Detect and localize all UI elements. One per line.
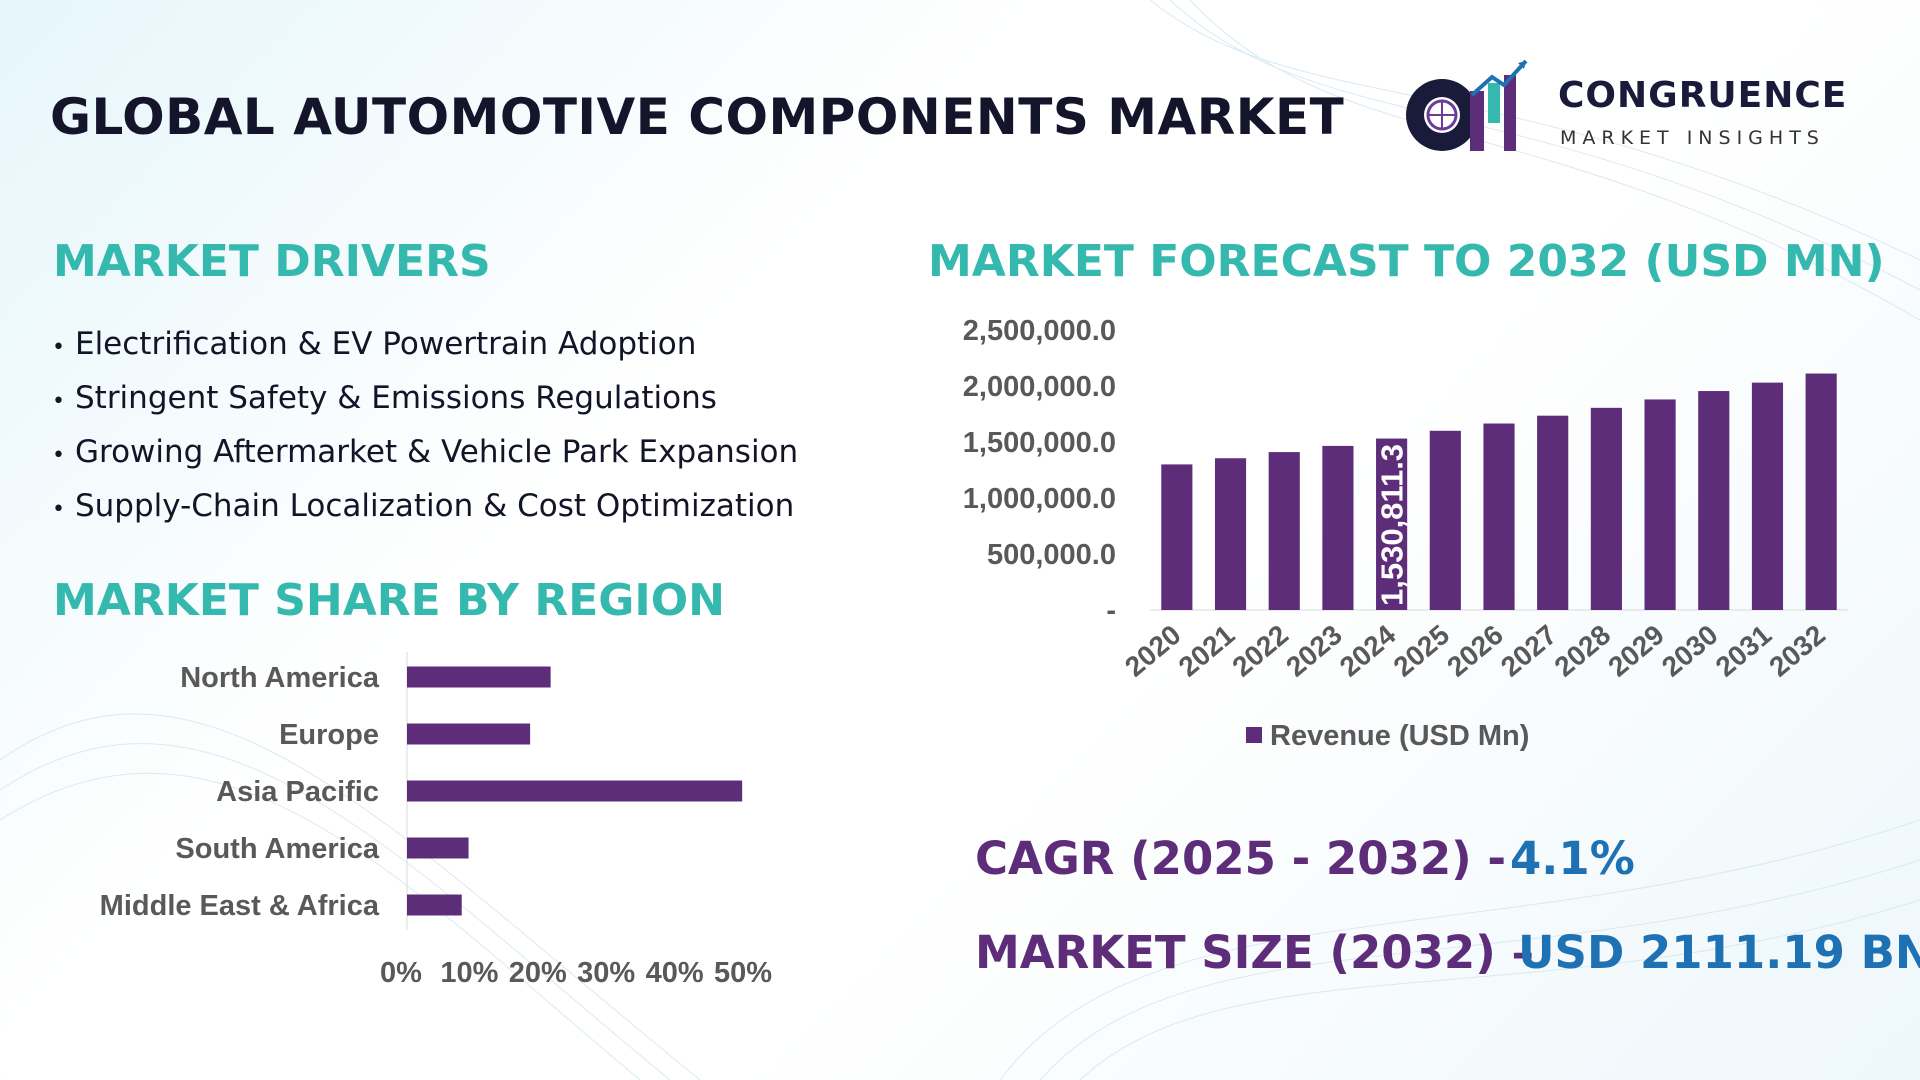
- region-x-tick-label: 30%: [577, 957, 635, 989]
- market-size-value: USD 2111.19 BN: [1518, 926, 1920, 979]
- driver-item: Stringent Safety & Emissions Regulations: [52, 376, 798, 430]
- region-bar: [407, 837, 469, 859]
- region-x-tick-label: 40%: [646, 957, 704, 989]
- drivers-list: Electrification & EV Powertrain Adoption…: [52, 322, 798, 538]
- forecast-bar: [1429, 430, 1461, 610]
- region-category-label: North America: [180, 662, 380, 694]
- region-bar: [407, 780, 743, 802]
- forecast-bar: [1644, 399, 1676, 610]
- page-title: GLOBAL AUTOMOTIVE COMPONENTS MARKET: [50, 88, 1345, 146]
- region-heading: MARKET SHARE BY REGION: [53, 575, 725, 626]
- region-x-tick-label: 50%: [714, 957, 772, 989]
- region-category-label: Asia Pacific: [216, 776, 379, 808]
- legend-swatch: [1246, 727, 1262, 743]
- brand-logo: CONGRUENCE MARKET INSIGHTS: [1400, 55, 1870, 160]
- forecast-bar: [1483, 423, 1515, 610]
- forecast-bar: [1322, 445, 1354, 610]
- forecast-x-tick-label: 2027: [1495, 619, 1563, 683]
- cagr-label: CAGR (2025 - 2032) -: [975, 832, 1507, 885]
- forecast-bar: [1698, 391, 1730, 610]
- forecast-heading: MARKET FORECAST TO 2032 (USD MN): [928, 236, 1885, 287]
- region-x-tick-label: 0%: [380, 957, 422, 989]
- forecast-bar: [1214, 458, 1247, 610]
- forecast-y-tick-label: 2,500,000.0: [963, 315, 1116, 347]
- forecast-bar: [1161, 464, 1193, 610]
- drivers-heading: MARKET DRIVERS: [53, 236, 491, 287]
- forecast-x-tick-label: 2031: [1710, 619, 1778, 683]
- forecast-x-tick-label: 2029: [1602, 619, 1670, 683]
- logo-wordmark: CONGRUENCE: [1558, 75, 1848, 116]
- forecast-bar: [1268, 452, 1300, 610]
- forecast-bar: [1590, 407, 1622, 610]
- region-category-label: Europe: [279, 719, 379, 751]
- forecast-x-tick-label: 2023: [1280, 619, 1348, 683]
- forecast-x-tick-label: 2022: [1226, 619, 1294, 683]
- market-size-label: MARKET SIZE (2032) –: [975, 926, 1534, 979]
- forecast-bar: [1537, 415, 1569, 610]
- forecast-x-tick-label: 2030: [1656, 619, 1724, 683]
- forecast-y-tick-label: 500,000.0: [987, 539, 1116, 571]
- forecast-x-tick-label: 2024: [1334, 619, 1402, 683]
- forecast-bar: [1805, 373, 1837, 610]
- driver-item: Growing Aftermarket & Vehicle Park Expan…: [52, 430, 798, 484]
- forecast-data-label: 1,530,811.3: [1375, 444, 1410, 606]
- forecast-x-tick-label: 2021: [1173, 619, 1241, 683]
- region-category-label: Middle East & Africa: [100, 890, 380, 922]
- forecast-y-tick-label: 2,000,000.0: [963, 371, 1116, 403]
- region-bar: [407, 894, 462, 916]
- region-x-tick-label: 10%: [440, 957, 498, 989]
- logo-icon: [1406, 59, 1528, 151]
- region-category-label: South America: [175, 833, 379, 865]
- forecast-x-tick-label: 2025: [1388, 619, 1456, 683]
- cagr-value: 4.1%: [1510, 832, 1635, 885]
- forecast-x-tick-label: 2032: [1763, 619, 1831, 683]
- driver-item: Supply-Chain Localization & Cost Optimiz…: [52, 484, 798, 538]
- region-x-tick-label: 20%: [509, 957, 567, 989]
- forecast-y-tick-label: 1,500,000.0: [963, 427, 1116, 459]
- forecast-x-tick-label: 2028: [1549, 619, 1617, 683]
- forecast-bar: [1751, 382, 1784, 610]
- region-bar: [407, 723, 531, 745]
- forecast-x-tick-label: 2026: [1441, 619, 1509, 683]
- logo-tagline: MARKET INSIGHTS: [1560, 127, 1825, 149]
- region-bar: [407, 666, 551, 688]
- forecast-y-tick-label: -: [1106, 595, 1116, 627]
- legend-label: Revenue (USD Mn): [1270, 720, 1529, 752]
- forecast-y-tick-label: 1,000,000.0: [963, 483, 1116, 515]
- forecast-x-tick-label: 2020: [1119, 619, 1187, 683]
- driver-item: Electrification & EV Powertrain Adoption: [52, 322, 798, 376]
- forecast-bar: [1376, 438, 1408, 610]
